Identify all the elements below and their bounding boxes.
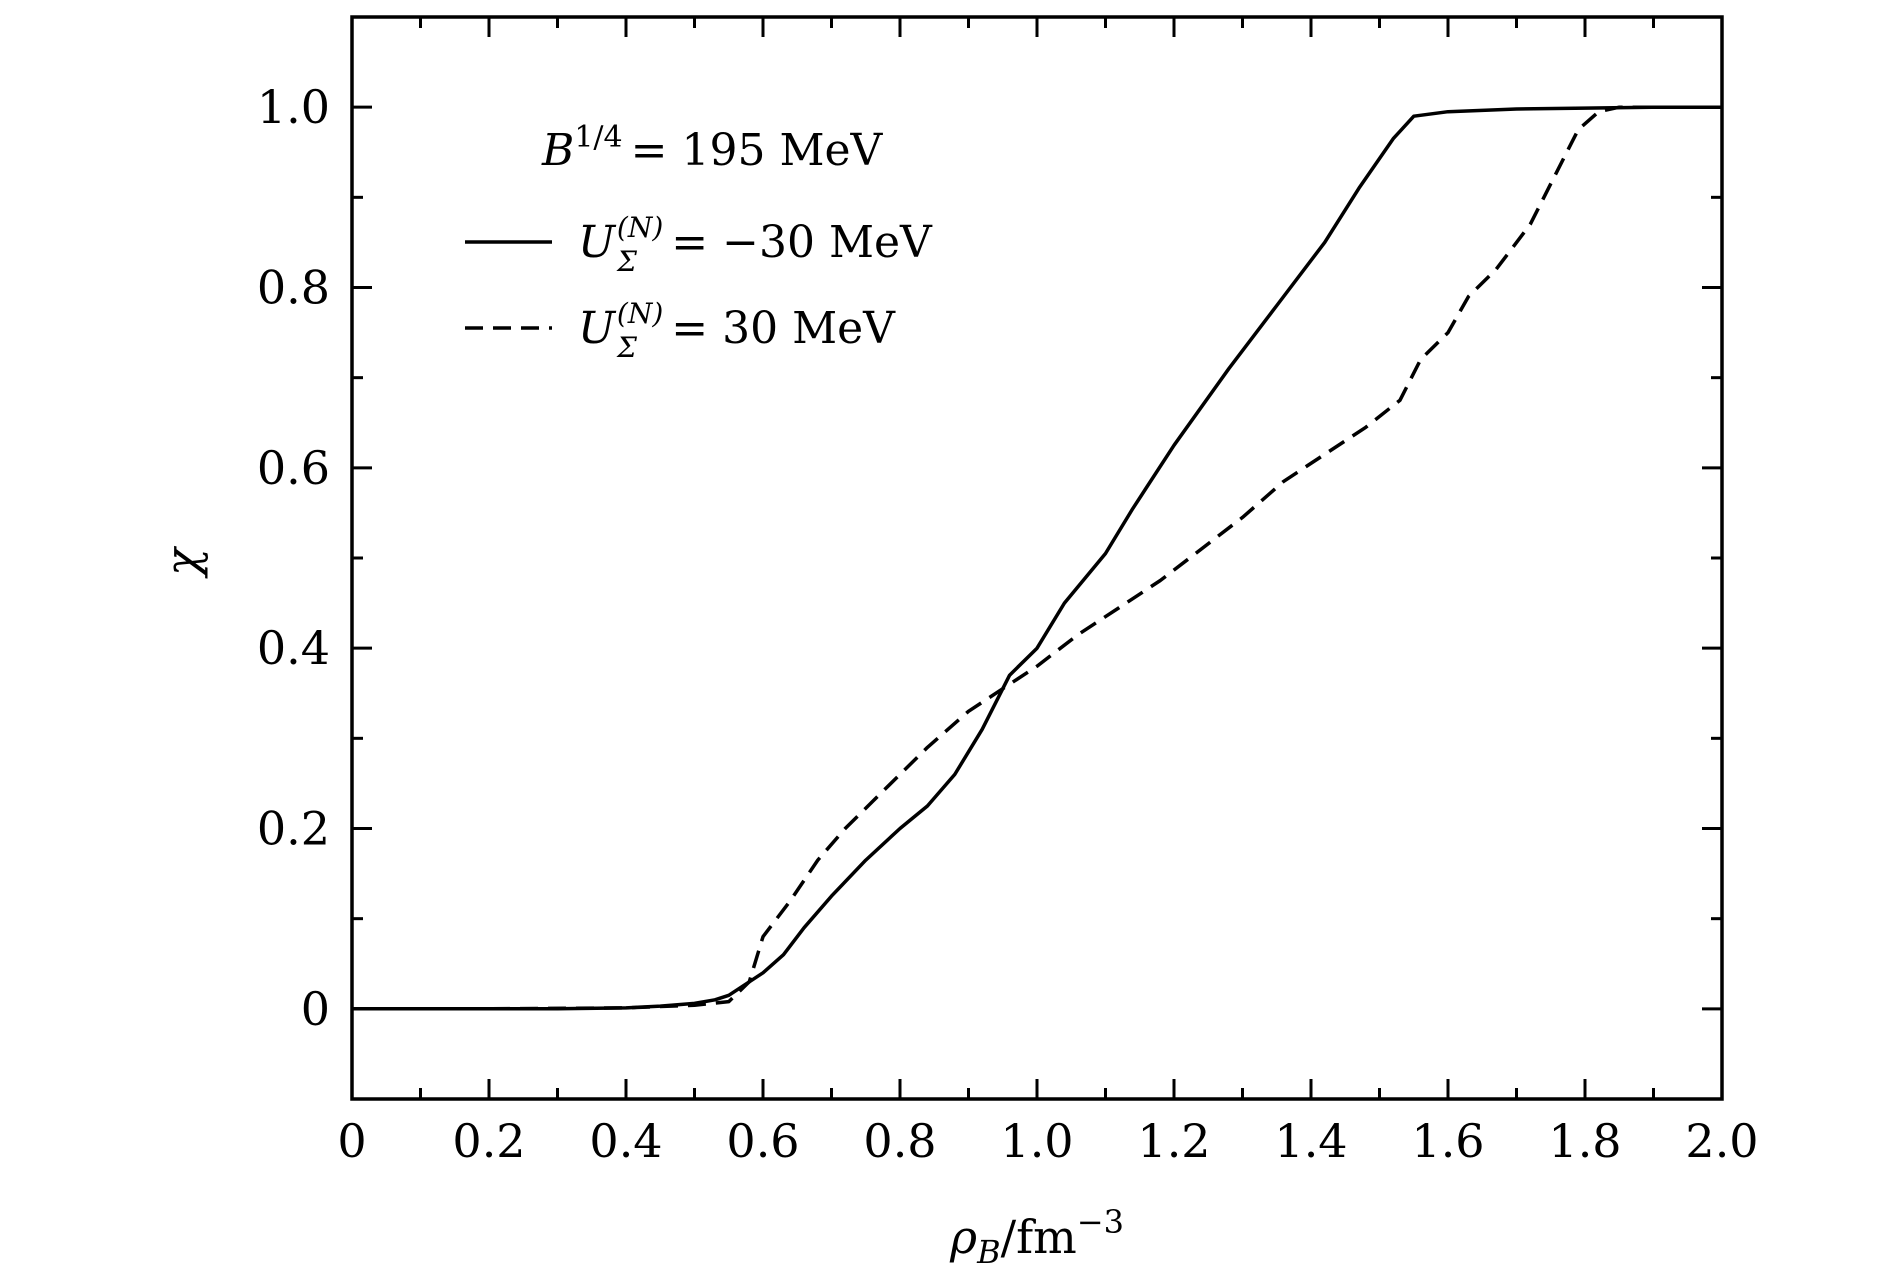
x-tick-label: 0.6 [726,1114,799,1168]
axis-tick-labels: 0 0.2 0.4 0.6 0.8 1.0 1.2 1.4 1.6 1.8 2.0 0 0.2 0.4 0.… [257,80,1759,1168]
x-tick-label: 1.2 [1137,1114,1210,1168]
series-line-dashed [352,105,1722,1011]
legend-entry-dashed: UΣ(N) = 30 MeV [578,297,896,364]
x-axis-title: ρB/fm−3 [949,1203,1124,1271]
y-tick-label: 1.0 [257,80,330,134]
legend-entry-dashed-symbol: U [578,303,617,354]
legend-title-superscript: 1/4 [574,120,622,155]
legend-entry-dashed-subscript: Σ [616,331,637,364]
y-tick-label: 0.4 [257,621,330,675]
legend-entry-solid: UΣ(N) = −30 MeV [578,211,933,278]
series-line-solid [352,105,1722,1011]
plot-area [352,105,1722,1011]
legend-title: B1/4 = 195 MeV [541,120,884,176]
x-tick-label: 1.8 [1548,1114,1621,1168]
y-tick-label: 0.6 [257,441,330,495]
y-tick-label: 0.8 [257,261,330,315]
x-tick-label: 0.4 [589,1114,662,1168]
x-axis-title-superscript: −3 [1077,1203,1124,1241]
y-axis-title: χ [155,545,209,579]
x-tick-label: 1.6 [1411,1114,1484,1168]
x-tick-label: 1.0 [1000,1114,1073,1168]
legend-title-value: = 195 MeV [631,125,884,176]
legend-entry-dashed-value: = 30 MeV [671,303,896,354]
axis-ticks [350,15,1724,1101]
y-tick-label: 0 [301,982,330,1036]
x-axis-title-unit: /fm [1001,1210,1077,1264]
x-tick-label: 0 [337,1114,366,1168]
x-axis-title-symbol: ρ [949,1210,977,1264]
legend-entry-solid-symbol: U [578,217,617,268]
legend-title-symbol: B [541,125,574,176]
plot-frame [350,15,1724,1101]
x-tick-label: 0.8 [863,1114,936,1168]
y-tick-label: 0.2 [257,802,330,856]
legend-entry-solid-subscript: Σ [616,245,637,278]
legend-entry-solid-value: = −30 MeV [671,217,933,268]
x-tick-label: 1.4 [1274,1114,1347,1168]
x-tick-label: 2.0 [1685,1114,1758,1168]
x-tick-label: 0.2 [452,1114,525,1168]
legend: B1/4 = 195 MeV UΣ(N) = −30 MeV UΣ(N) = 30 M… [465,120,933,364]
legend-entry-dashed-superscript: (N) [617,297,663,330]
x-axis-title-subscript: B [976,1233,1001,1271]
legend-entry-solid-superscript: (N) [617,211,663,244]
